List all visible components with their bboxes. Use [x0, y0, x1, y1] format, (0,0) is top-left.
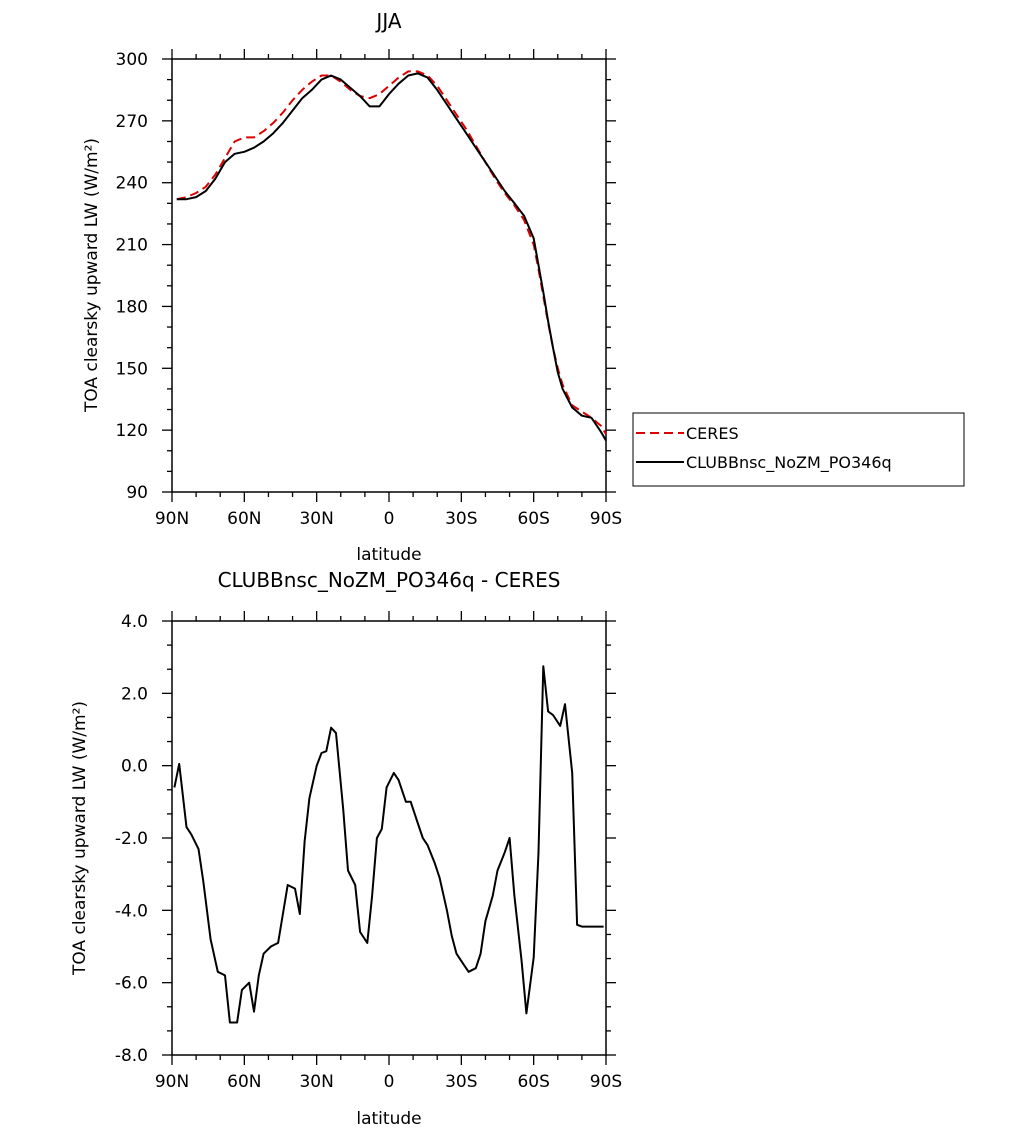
- x-tick-group: 90N 60N 30N 0 30S 60S 90S: [155, 49, 622, 529]
- y-tick-label: -6.0: [115, 974, 148, 994]
- x-tick-label: 90S: [590, 1072, 622, 1092]
- y-tick-group: 300 270 240 210 180 150 120 90: [116, 50, 616, 503]
- y-tick-label: 180: [116, 297, 148, 317]
- y-tick-label: 270: [116, 112, 148, 132]
- y-axis-title: TOA clearsky upward LW (W/m²): [82, 138, 102, 413]
- y-tick-label: -2.0: [115, 829, 148, 849]
- series-line-clubbnsc-nozm-po346q: [176, 72, 607, 442]
- y-tick-label: 120: [116, 421, 148, 441]
- y-tick-group: 4.0 2.0 0.0 -2.0 -4.0 -6.0 -8.0: [115, 612, 616, 1066]
- bottom-panel: CLUBBnsc_NoZM_PO346q - CERES 90N 60N 30N 0 3…: [70, 568, 622, 1129]
- y-tick-label: -4.0: [115, 901, 148, 921]
- x-tick-label: 60N: [227, 509, 261, 529]
- x-tick-label: 90N: [155, 509, 189, 529]
- x-tick-label: 30S: [445, 1072, 477, 1092]
- x-tick-label: 60S: [517, 509, 549, 529]
- x-tick-label: 60N: [227, 1072, 261, 1092]
- plot-frame: [171, 620, 607, 1056]
- x-axis-title: latitude: [356, 545, 421, 565]
- legend: CERES CLUBBnsc_NoZM_PO346q: [632, 412, 965, 487]
- legend-label-ceres: CERES: [686, 424, 739, 443]
- x-tick-label: 90S: [590, 509, 622, 529]
- series-line-difference: [173, 665, 604, 1024]
- series-layer: [176, 70, 607, 442]
- y-tick-label: 150: [116, 359, 148, 379]
- y-tick-label: 240: [116, 174, 148, 194]
- x-tick-label: 30N: [299, 509, 333, 529]
- x-tick-label: 90N: [155, 1072, 189, 1092]
- x-tick-group: 90N 60N 30N 0 30S 60S 90S: [155, 611, 622, 1092]
- legend-label-model: CLUBBnsc_NoZM_PO346q: [686, 453, 892, 473]
- x-tick-label: 0: [384, 1072, 395, 1092]
- x-tick-label: 30S: [445, 509, 477, 529]
- x-axis-title: latitude: [356, 1109, 421, 1129]
- y-tick-label: 90: [126, 483, 148, 503]
- panel-title: JJA: [374, 9, 401, 33]
- x-tick-label: 30N: [299, 1072, 333, 1092]
- x-tick-label: 0: [384, 509, 395, 529]
- x-tick-label: 60S: [517, 1072, 549, 1092]
- legend-box: [632, 412, 965, 487]
- y-tick-label: 2.0: [121, 684, 148, 704]
- y-axis-title: TOA clearsky upward LW (W/m²): [70, 701, 90, 976]
- y-tick-label: 0.0: [121, 757, 148, 777]
- y-tick-label: 210: [116, 236, 148, 256]
- y-tick-label: 4.0: [121, 612, 148, 632]
- series-line-ceres: [176, 70, 607, 435]
- panel-title: CLUBBnsc_NoZM_PO346q - CERES: [218, 568, 561, 592]
- y-tick-label: 300: [116, 50, 148, 70]
- y-tick-label: -8.0: [115, 1046, 148, 1066]
- series-layer: [173, 665, 604, 1024]
- top-panel: JJA 90N 60N 30N 0 30S 60S 90S 300 270 240 210 180 1…: [82, 9, 965, 565]
